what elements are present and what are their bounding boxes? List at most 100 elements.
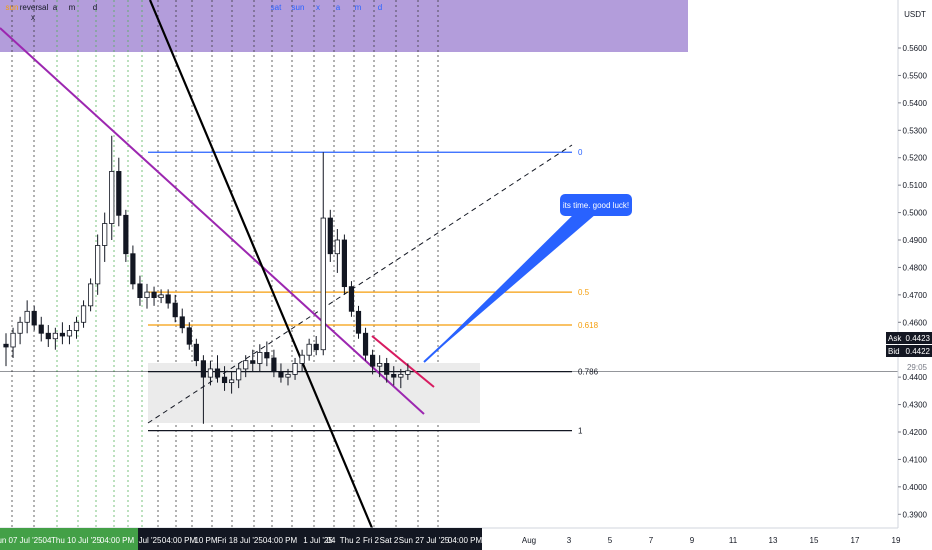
candlestick-series [3, 135, 411, 424]
callout-annotation: its time. good luck! [423, 194, 632, 363]
time-tick-label: 04:00 PM [162, 536, 197, 545]
fib-level-label: 0 [578, 148, 583, 157]
candle-body [369, 354, 376, 367]
time-tick-label: 3 [567, 536, 572, 545]
time-tick-label: 11 [729, 536, 738, 545]
descending-trendline-purple [0, 27, 425, 415]
time-tick-label: 04:00 PM [448, 536, 483, 545]
time-tick-label: Thu 10 Jul '25 [51, 536, 102, 545]
candle-body [214, 368, 221, 378]
candle-body [200, 360, 206, 378]
price-tick-label: 0.5300 [903, 126, 928, 135]
candle-body [3, 343, 9, 348]
time-tick-label: 19 [892, 536, 901, 545]
time-tick-label: Sun 27 Jul '25 [399, 536, 450, 545]
descending-trendline-black [148, 0, 374, 529]
price-tick-label: 0.4000 [903, 483, 928, 492]
price-tick-label: 0.4400 [903, 373, 928, 382]
candle-body [179, 316, 185, 329]
candle-body [144, 291, 150, 299]
candle-body [320, 217, 326, 351]
candle-body [278, 371, 284, 378]
time-tick-label: Sat 2 [380, 536, 399, 545]
price-tick-label: 0.5200 [903, 154, 928, 163]
price-tick-label: 0.4100 [903, 455, 928, 464]
top-session-sublabel: x [31, 13, 35, 22]
candle-body [116, 171, 122, 216]
top-session-label: reversal [20, 3, 49, 12]
candle-body [236, 368, 242, 381]
candle-body [306, 343, 312, 356]
candle-body [38, 324, 44, 334]
top-session-label: sat [271, 3, 282, 12]
time-tick-label: Jul '25 [139, 536, 162, 545]
price-tick-label: 0.5000 [903, 209, 928, 218]
quote-badge-value: 0.4422 [906, 347, 931, 356]
time-tick-label: 04 [327, 536, 336, 545]
price-tick-label: 0.5600 [903, 44, 928, 53]
top-session-label: x [316, 3, 320, 12]
price-tick-label: 0.4800 [903, 263, 928, 272]
callout-line [423, 209, 589, 363]
price-axis-background [898, 0, 932, 550]
top-session-labels: sun reversal a m d sat sun x a m dx [6, 3, 383, 22]
time-tick-label: 7 [649, 536, 654, 545]
time-tick-label: 10 PM [194, 536, 217, 545]
time-tick-label: Aug [522, 536, 536, 545]
top-session-label: sun [6, 3, 19, 12]
candle-body [80, 305, 87, 323]
quote-badge [886, 332, 932, 344]
price-tick-label: 0.4200 [903, 428, 928, 437]
session-highlight-band [0, 0, 688, 52]
time-tick-label: Thu 2 [340, 536, 361, 545]
candle-body [377, 363, 383, 367]
top-session-label: d [93, 3, 97, 12]
top-session-label: a [336, 3, 341, 12]
candle-body [52, 332, 58, 340]
price-axis[interactable]: USDT 0.5600 0.5500 0.5400 0.5300 0.5200 0.5100… [886, 0, 932, 550]
candle-body [271, 357, 277, 373]
fib-level-label: 0.5 [578, 288, 590, 297]
time-tick-label: 5 [608, 536, 613, 545]
callout-box [560, 194, 632, 216]
candle-body [172, 302, 178, 318]
price-tick-label: 0.4900 [903, 236, 928, 245]
top-session-label: d [378, 3, 382, 12]
time-tick-label: Jun 07 Jul '25 [0, 536, 43, 545]
candle-body [95, 245, 101, 285]
bar-countdown: 29:05 [907, 363, 928, 372]
time-tick-label: 15 [810, 536, 819, 545]
time-tick-label: 04:00 PM [100, 536, 135, 545]
candle-body [348, 286, 355, 312]
time-tick-label: 13 [769, 536, 778, 545]
session-separator-lines [11, 0, 439, 528]
candle-body [130, 253, 136, 285]
price-tick-label: 0.5400 [903, 99, 928, 108]
time-range-highlight-green [0, 528, 138, 550]
candle-body [59, 332, 66, 337]
price-tick-label: 0.5500 [903, 71, 928, 80]
candle-body [355, 310, 362, 334]
candle-body [327, 217, 333, 255]
fib-level-label: 0.618 [578, 321, 599, 330]
candle-body [292, 363, 298, 375]
candle-body [66, 330, 73, 337]
quote-badge [886, 345, 932, 357]
price-tick-label: 0.4300 [903, 401, 928, 410]
candle-body [109, 171, 115, 224]
candle-body [137, 283, 143, 298]
candle-body [250, 360, 256, 364]
candle-body [243, 360, 249, 370]
time-range-highlight-black [138, 528, 482, 550]
fib-level-label: 1 [578, 427, 583, 436]
quote-badge-label: Ask [888, 334, 902, 343]
candle-body [362, 332, 369, 356]
time-tick-label: 1 Jul '25 [303, 536, 333, 545]
candle-body [73, 321, 80, 331]
quote-badge-label: Bid [888, 347, 900, 356]
candle-body [391, 373, 397, 378]
candle-body [31, 310, 37, 326]
candle-body [384, 363, 390, 375]
